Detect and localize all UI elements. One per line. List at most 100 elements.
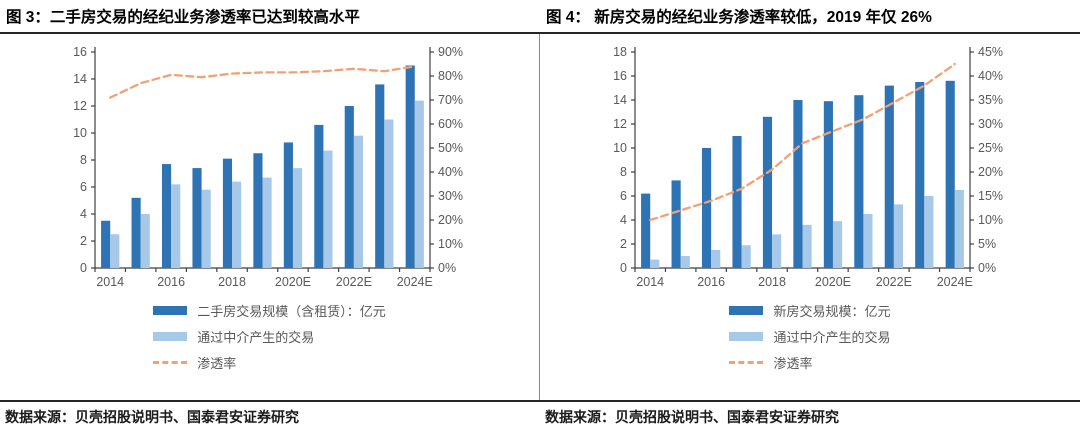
bar-primary (283, 142, 293, 268)
x-category-label: 2016 (157, 275, 185, 289)
figure-4-source: 数据来源：贝壳招股说明书、国泰君安证券研究 (545, 409, 839, 425)
legend-item: 二手房交易规模（含租赁）：亿元 (153, 301, 386, 320)
right-tick-label: 40% (978, 69, 1003, 83)
bar-primary (915, 82, 925, 268)
right-tick-label: 30% (978, 117, 1003, 131)
bar-secondary (201, 189, 211, 268)
x-category-label: 2024E (937, 275, 973, 289)
bar-primary (762, 116, 773, 268)
left-tick-label: 6 (620, 189, 627, 203)
right-tick-label: 10% (438, 237, 463, 251)
legend-item: 通过中介产生的交易 (729, 327, 891, 346)
x-category-label: 2022E (336, 275, 372, 289)
left-tick-label: 16 (613, 69, 627, 83)
left-tick-label: 4 (80, 207, 87, 221)
figure-3-title: 图 3：二手房交易的经纪业务渗透率已达到较高水平 (0, 0, 540, 34)
bar-secondary (171, 184, 181, 268)
bar-secondary (414, 100, 424, 268)
dashed-line-swatch (153, 361, 188, 364)
bar-primary (314, 124, 324, 269)
left-tick-label: 14 (73, 72, 87, 86)
left-tick-label: 14 (613, 93, 627, 107)
bar-primary (732, 136, 742, 268)
bar-secondary (110, 234, 120, 268)
right-tick-label: 80% (438, 69, 463, 83)
right-tick-label: 25% (978, 141, 1003, 155)
bar-primary (823, 101, 833, 268)
charts-row: 0 2 4 6 8 10 12 14 16 0% 10% 20% 30% 40% 50% 60% 70% 80% 9… (0, 34, 1080, 400)
x-category-label: 2020E (815, 275, 851, 289)
right-tick-label: 50% (438, 141, 463, 155)
right-tick-label: 15% (978, 189, 1003, 203)
left-tick-label: 10 (613, 141, 627, 155)
bar-secondary (680, 256, 690, 268)
right-tick-label: 70% (438, 93, 463, 107)
bar-secondary (924, 196, 934, 268)
right-tick-label: 45% (978, 45, 1003, 59)
penetration-line (649, 62, 956, 222)
bar-primary (702, 148, 712, 268)
x-category-label: 2014 (636, 275, 664, 289)
legend-item: 新房交易规模：亿元 (729, 301, 891, 320)
sources-row: 数据来源：贝壳招股说明书、国泰君安证券研究 数据来源：贝壳招股说明书、国泰君安证… (0, 400, 1080, 432)
figure-3-panel: 0 2 4 6 8 10 12 14 16 0% 10% 20% 30% 40% 50% 60% 70% 80% 9… (0, 34, 540, 400)
bar-secondary (832, 221, 843, 268)
new-housing-chart: 0 2 4 6 8 10 12 14 16 18 0% 5% 10% 15% 20% 25% 30% 35% 40%… (613, 45, 1003, 289)
bar-primary (101, 220, 111, 268)
bar-primary (793, 100, 803, 268)
bar-secondary (802, 224, 812, 268)
left-tick-label: 18 (613, 45, 627, 59)
legend-item: 渗透率 (729, 353, 890, 372)
x-category-label: 2018 (758, 275, 786, 289)
bar-primary (131, 197, 141, 268)
bar-secondary (741, 245, 751, 268)
figure-4-title: 图 4： 新房交易的经纪业务渗透率较低，2019 年仅 26% (540, 0, 1080, 34)
bar-primary (945, 80, 955, 268)
bar-primary (854, 95, 864, 268)
light-bar-swatch (729, 332, 764, 341)
legend-label: 渗透率 (773, 356, 813, 371)
x-category-label: 2024E (397, 275, 433, 289)
bar-secondary (384, 119, 394, 268)
left-tick-label: 8 (80, 153, 87, 167)
bar-secondary (262, 177, 272, 268)
bar-primary (641, 193, 651, 268)
light-bar-swatch (153, 332, 188, 341)
bar-secondary (954, 190, 964, 268)
bar-secondary (353, 135, 363, 268)
left-tick-label: 12 (73, 99, 87, 113)
legend-label: 通过中介产生的交易 (773, 330, 891, 345)
left-tick-label: 12 (613, 117, 627, 131)
bar-secondary (893, 204, 903, 268)
right-tick-label: 10% (978, 213, 1003, 227)
bar-secondary (711, 250, 721, 268)
dark-bar-swatch (153, 306, 188, 315)
right-tick-label: 90% (438, 45, 463, 59)
left-tick-label: 6 (80, 180, 87, 194)
x-category-label: 2022E (876, 275, 912, 289)
bar-secondary (323, 150, 333, 268)
penetration-line (109, 65, 416, 99)
left-tick-label: 10 (73, 126, 87, 140)
bar-primary (192, 168, 202, 268)
legend-label: 通过中介产生的交易 (197, 330, 315, 345)
bar-primary (222, 158, 233, 268)
left-tick-label: 0 (80, 261, 87, 275)
legend-item: 渗透率 (153, 353, 386, 372)
bar-primary (344, 106, 354, 268)
bar-secondary (232, 181, 242, 268)
figure-3-legend: 二手房交易规模（含租赁）：亿元 通过中介产生的交易 渗透率 (0, 294, 539, 379)
bar-primary (253, 153, 263, 268)
x-category-label: 2018 (218, 275, 246, 289)
left-tick-label: 16 (73, 45, 87, 59)
x-category-label: 2016 (697, 275, 725, 289)
left-tick-label: 8 (620, 165, 627, 179)
x-category-label: 2020E (275, 275, 311, 289)
figure-4-legend: 新房交易规模：亿元 通过中介产生的交易 渗透率 (540, 294, 1080, 379)
bar-secondary (292, 168, 303, 268)
legend-label: 新房交易规模：亿元 (773, 304, 891, 319)
figure-4-panel: 0 2 4 6 8 10 12 14 16 18 0% 5% 10% 15% 20% 25% 30% 35% 40%… (540, 34, 1080, 400)
right-tick-label: 40% (438, 165, 463, 179)
figure-3-source: 数据来源：贝壳招股说明书、国泰君安证券研究 (5, 409, 299, 425)
